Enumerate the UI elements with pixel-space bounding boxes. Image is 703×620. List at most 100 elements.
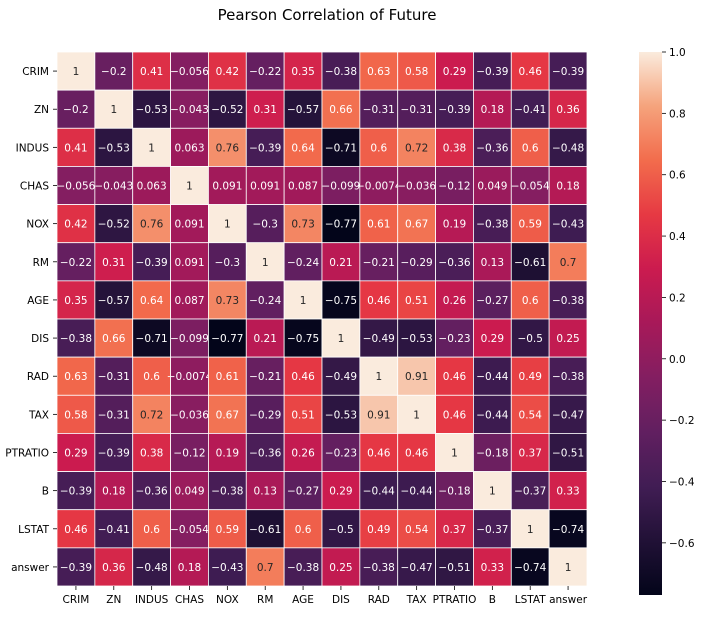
cell-annotation: 0.063 bbox=[137, 181, 167, 193]
heatmap-cell bbox=[245, 547, 285, 587]
x-tick-label: answer bbox=[549, 594, 588, 606]
y-tick-label: answer bbox=[11, 562, 50, 574]
cell-annotation: −0.44 bbox=[476, 409, 508, 421]
heatmap-cell bbox=[94, 51, 134, 91]
heatmap-cell bbox=[510, 89, 550, 129]
heatmap-cell bbox=[94, 89, 134, 129]
cell-annotation: 1 bbox=[375, 371, 382, 383]
heatmap-cell bbox=[94, 394, 134, 434]
heatmap-cell bbox=[473, 356, 512, 396]
heatmap-cell bbox=[245, 51, 285, 91]
cell-annotation: −0.77 bbox=[211, 333, 243, 345]
heatmap-cell bbox=[283, 166, 323, 205]
cell-annotation: 0.58 bbox=[64, 409, 87, 421]
cell-annotation: 0.51 bbox=[291, 409, 314, 421]
cell-annotation: −0.53 bbox=[98, 142, 130, 154]
cell-annotation: −0.0074 bbox=[167, 371, 213, 383]
heatmap-cell bbox=[94, 242, 134, 282]
cell-annotation: 0.26 bbox=[291, 448, 315, 460]
cell-annotation: 0.33 bbox=[556, 486, 579, 498]
heatmap-cell bbox=[132, 471, 171, 511]
cell-annotation: −0.71 bbox=[136, 333, 168, 345]
heatmap-cell bbox=[321, 433, 361, 472]
y-tick-label: RAD bbox=[27, 371, 49, 383]
cell-annotation: 0.66 bbox=[329, 104, 353, 116]
heatmap-cell bbox=[548, 127, 588, 167]
cell-annotation: −0.099 bbox=[321, 181, 360, 193]
cell-annotation: −0.21 bbox=[363, 257, 395, 269]
cell-annotation: 0.54 bbox=[519, 409, 543, 421]
cell-annotation: −0.054 bbox=[511, 181, 550, 193]
cell-annotation: 1 bbox=[489, 486, 496, 498]
cell-annotation: −0.39 bbox=[552, 66, 584, 78]
cell-annotation: 0.6 bbox=[370, 142, 387, 154]
y-tick-label: INDUS bbox=[16, 142, 50, 154]
heatmap-cell bbox=[94, 433, 134, 472]
cell-annotation: 0.76 bbox=[140, 219, 164, 231]
x-tick-label: INDUS bbox=[135, 594, 169, 606]
cell-annotation: 0.29 bbox=[329, 486, 352, 498]
heatmap-cell bbox=[435, 509, 474, 549]
heatmap-cell bbox=[132, 356, 171, 396]
cell-annotation: −0.18 bbox=[476, 448, 508, 460]
cell-annotation: −0.43 bbox=[211, 562, 243, 574]
cell-annotation: 0.7 bbox=[560, 257, 577, 269]
heatmap-cell bbox=[397, 51, 436, 91]
cell-annotation: −0.57 bbox=[98, 295, 130, 307]
cell-annotation: 0.61 bbox=[367, 219, 390, 231]
heatmap-cell bbox=[283, 471, 323, 511]
heatmap-cell bbox=[245, 166, 285, 205]
cell-annotation: 0.46 bbox=[443, 409, 467, 421]
heatmap-cell bbox=[170, 242, 209, 282]
cell-annotation: −0.2 bbox=[101, 66, 127, 78]
cell-annotation: 1 bbox=[148, 142, 155, 154]
heatmap-cell bbox=[435, 242, 474, 282]
cell-annotation: 0.49 bbox=[519, 371, 542, 383]
heatmap-cell bbox=[56, 394, 96, 434]
x-tick-label: B bbox=[489, 594, 496, 606]
x-tick-label: RM bbox=[257, 594, 273, 606]
cell-annotation: 0.64 bbox=[140, 295, 164, 307]
heatmap-cell bbox=[510, 242, 550, 282]
cell-annotation: −0.21 bbox=[249, 371, 281, 383]
heatmap-cell bbox=[473, 394, 512, 434]
cell-annotation: −0.39 bbox=[438, 104, 470, 116]
cell-annotation: −0.57 bbox=[287, 104, 319, 116]
x-tick-label: PTRATIO bbox=[433, 594, 477, 606]
cell-annotation: 1 bbox=[262, 257, 269, 269]
heatmap-cell bbox=[548, 89, 588, 129]
heatmap-cell bbox=[56, 471, 96, 511]
cell-annotation: −0.5 bbox=[328, 524, 354, 536]
heatmap-cell bbox=[548, 471, 588, 511]
cell-annotation: 0.25 bbox=[556, 333, 579, 345]
heatmap-cell bbox=[208, 166, 247, 205]
cell-annotation: 0.46 bbox=[443, 371, 467, 383]
cell-annotation: 1 bbox=[338, 333, 345, 345]
cell-annotation: 0.21 bbox=[329, 257, 352, 269]
heatmap-cell bbox=[548, 51, 588, 91]
cell-annotation: −0.53 bbox=[136, 104, 168, 116]
cell-annotation: 0.31 bbox=[254, 104, 277, 116]
cell-annotation: −0.74 bbox=[552, 524, 584, 536]
y-tick-label: CHAS bbox=[20, 181, 49, 193]
cell-annotation: −0.056 bbox=[170, 66, 209, 78]
heatmap-cell bbox=[283, 242, 323, 282]
cell-annotation: 0.31 bbox=[102, 257, 125, 269]
cell-annotation: −0.44 bbox=[401, 486, 433, 498]
heatmap-cell bbox=[548, 547, 588, 587]
cell-annotation: −0.3 bbox=[215, 257, 241, 269]
heatmap-cell bbox=[359, 356, 399, 396]
cell-annotation: −0.41 bbox=[98, 524, 130, 536]
heatmap-cell bbox=[283, 280, 323, 320]
cell-annotation: −0.44 bbox=[476, 371, 508, 383]
heatmap-cell bbox=[510, 280, 550, 320]
heatmap-cell bbox=[473, 280, 512, 320]
cell-annotation: 0.63 bbox=[367, 66, 390, 78]
heatmap-cell bbox=[510, 394, 550, 434]
cell-annotation: 0.37 bbox=[519, 448, 542, 460]
heatmap-cell bbox=[208, 394, 247, 434]
cell-annotation: −0.31 bbox=[363, 104, 395, 116]
cell-annotation: 0.46 bbox=[405, 448, 429, 460]
